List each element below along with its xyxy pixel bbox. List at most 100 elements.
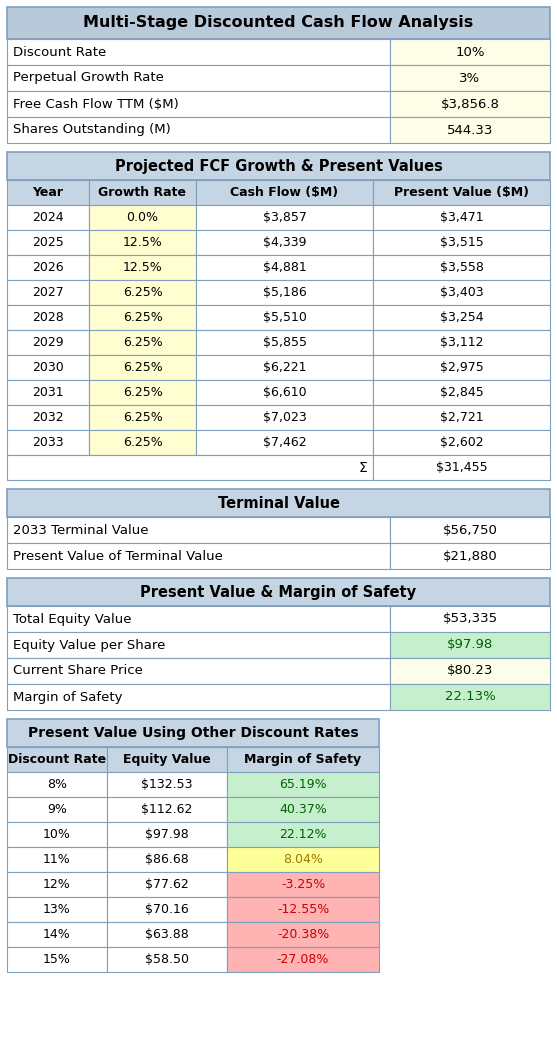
Text: 22.12%: 22.12% [279, 828, 327, 841]
Text: $2,721: $2,721 [439, 411, 483, 424]
Bar [390, 117, 550, 143]
Bar [196, 405, 373, 430]
Bar [7, 255, 89, 280]
Text: 3%: 3% [460, 71, 481, 84]
Bar [390, 91, 550, 117]
Bar [227, 897, 379, 922]
Bar [89, 255, 196, 280]
Bar [7, 455, 373, 480]
Text: 2027: 2027 [32, 286, 64, 299]
Bar [89, 355, 196, 380]
Text: 11%: 11% [43, 853, 71, 866]
Text: 13%: 13% [43, 903, 71, 916]
Text: $5,855: $5,855 [262, 336, 306, 349]
Text: 2031: 2031 [32, 386, 64, 399]
Text: 12.5%: 12.5% [123, 236, 163, 249]
Bar [227, 772, 379, 797]
Text: $4,881: $4,881 [262, 261, 306, 274]
Bar [196, 304, 373, 330]
Bar [107, 847, 227, 871]
Text: $3,856.8: $3,856.8 [441, 98, 500, 110]
Bar [7, 947, 107, 972]
Bar [227, 922, 379, 947]
Bar [89, 380, 196, 405]
Text: $132.53: $132.53 [141, 778, 193, 791]
Bar [7, 230, 89, 255]
Bar [390, 39, 550, 65]
Bar [7, 405, 89, 430]
Text: $3,857: $3,857 [262, 211, 306, 224]
Text: 2029: 2029 [32, 336, 64, 349]
Text: 8%: 8% [47, 778, 67, 791]
Text: 6.25%: 6.25% [123, 311, 163, 324]
Text: Projected FCF Growth & Present Values: Projected FCF Growth & Present Values [115, 159, 442, 173]
Text: $112.62: $112.62 [141, 803, 193, 816]
Bar [7, 822, 107, 847]
Text: Margin of Safety: Margin of Safety [13, 691, 123, 704]
Text: $3,254: $3,254 [439, 311, 483, 324]
Bar [227, 847, 379, 871]
Bar [107, 947, 227, 972]
Bar [7, 543, 390, 569]
Bar [373, 255, 550, 280]
Text: 2030: 2030 [32, 361, 64, 374]
Text: $56,750: $56,750 [443, 524, 497, 537]
Bar [89, 330, 196, 355]
Bar [373, 405, 550, 430]
Bar [7, 7, 550, 39]
Bar [107, 747, 227, 772]
Bar [373, 455, 550, 480]
Bar [196, 330, 373, 355]
Text: Equity Value: Equity Value [123, 753, 211, 766]
Bar [373, 180, 550, 205]
Text: 8.04%: 8.04% [283, 853, 323, 866]
Bar [227, 747, 379, 772]
Bar [227, 872, 379, 897]
Text: 2033 Terminal Value: 2033 Terminal Value [13, 524, 149, 537]
Bar [196, 355, 373, 380]
Text: 2026: 2026 [32, 261, 64, 274]
Text: $4,339: $4,339 [263, 236, 306, 249]
Text: Year: Year [32, 186, 63, 200]
Text: $3,403: $3,403 [439, 286, 483, 299]
Text: 10%: 10% [455, 45, 485, 59]
Bar [196, 230, 373, 255]
Bar [7, 797, 107, 822]
Bar [390, 684, 550, 710]
Bar [107, 772, 227, 797]
Text: $2,602: $2,602 [439, 436, 483, 449]
Text: Current Share Price: Current Share Price [13, 665, 143, 677]
Text: $31,455: $31,455 [436, 461, 487, 474]
Bar [196, 180, 373, 205]
Text: Terminal Value: Terminal Value [217, 496, 340, 510]
Bar [107, 872, 227, 897]
Bar [373, 355, 550, 380]
Text: 544.33: 544.33 [447, 124, 493, 136]
Text: Discount Rate: Discount Rate [13, 45, 106, 59]
Text: Total Equity Value: Total Equity Value [13, 612, 131, 626]
Bar [196, 255, 373, 280]
Bar [7, 430, 89, 455]
Text: Perpetual Growth Rate: Perpetual Growth Rate [13, 71, 164, 84]
Text: Shares Outstanding (M): Shares Outstanding (M) [13, 124, 171, 136]
Bar [373, 280, 550, 304]
Text: $7,462: $7,462 [263, 436, 306, 449]
Bar [7, 152, 550, 180]
Text: 6.25%: 6.25% [123, 411, 163, 424]
Bar [196, 205, 373, 230]
Text: $53,335: $53,335 [442, 612, 497, 626]
Text: $97.98: $97.98 [145, 828, 189, 841]
Bar [107, 922, 227, 947]
Text: Growth Rate: Growth Rate [99, 186, 187, 200]
Bar [89, 405, 196, 430]
Text: $97.98: $97.98 [447, 638, 493, 651]
Bar [7, 847, 107, 871]
Bar [196, 280, 373, 304]
Text: Equity Value per Share: Equity Value per Share [13, 638, 165, 651]
Text: $58.50: $58.50 [145, 953, 189, 966]
Bar [7, 39, 390, 65]
Bar [7, 658, 390, 684]
Bar [7, 117, 390, 143]
Text: $2,975: $2,975 [439, 361, 483, 374]
Text: 12%: 12% [43, 878, 71, 891]
